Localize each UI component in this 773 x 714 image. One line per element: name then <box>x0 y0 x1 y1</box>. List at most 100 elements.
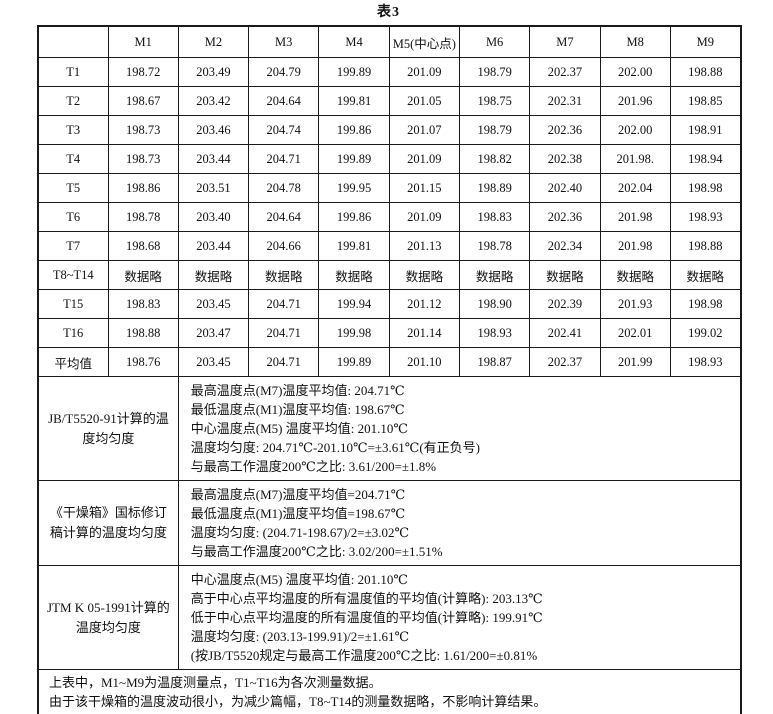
table-cell: 198.78 <box>107 202 179 232</box>
table-cell: 204.78 <box>248 173 320 203</box>
section-line: 低于中心点平均温度的所有温度值的平均值(计算略): 199.91℃ <box>190 610 543 625</box>
table-cell: 198.90 <box>458 289 531 319</box>
column-header: M6 <box>458 25 531 58</box>
table-cell: 202.41 <box>529 318 601 348</box>
table-cell: 202.37 <box>529 57 601 87</box>
table-cell: 203.42 <box>177 86 250 116</box>
table-row: T15 198.83 203.45 204.71 199.94 201.12 198.90 2… <box>37 289 742 319</box>
table-cell: 204.71 <box>248 318 320 348</box>
table-cell: 201.09 <box>388 57 460 87</box>
table-cell: 数据略 <box>669 260 742 290</box>
table-cell: 201.93 <box>599 289 671 319</box>
table-cell: 204.74 <box>248 115 320 145</box>
table-cell: 199.81 <box>318 86 390 116</box>
table-header: M1 M2 M3 M4 M5(中心点) M6 M7 M8 M9 <box>37 25 742 58</box>
footer-note: 上表中，M1~M9为温度测量点，T1~T16为各次测量数据。 由于该干燥箱的温度波… <box>37 669 742 714</box>
section-line: 中心温度点(M5) 温度平均值: 201.10℃ <box>190 421 408 436</box>
column-header: M8 <box>599 25 671 58</box>
table-cell: 198.98 <box>669 173 742 203</box>
table-cell: 202.00 <box>599 115 671 145</box>
section-line: (按JB/T5520规定与最高工作温度200℃之比: 1.61/200=±0.8… <box>190 648 538 663</box>
table-cell: 201.98 <box>599 202 671 232</box>
table-cell: 202.00 <box>599 57 671 87</box>
footer-line: 上表中，M1~M9为温度测量点，T1~T16为各次测量数据。 <box>49 675 382 690</box>
section-row: 《干燥箱》国标修订稿计算的温度均匀度 最高温度点(M7)温度平均值=204.71℃… <box>37 480 742 566</box>
table-cell: 198.83 <box>458 202 531 232</box>
column-header: M3 <box>248 25 320 58</box>
page-title: 表3 <box>377 5 400 20</box>
row-label: T15 <box>37 289 109 319</box>
table-cell: 198.88 <box>669 57 742 87</box>
row-label: T1 <box>37 57 109 87</box>
column-header: M2 <box>177 25 250 58</box>
table-cell: 204.64 <box>248 86 320 116</box>
row-label: T4 <box>37 144 109 174</box>
table-cell: 201.10 <box>388 347 460 377</box>
table-cell: 201.14 <box>388 318 460 348</box>
table-cell: 数据略 <box>318 260 390 290</box>
column-header: M5(中心点) <box>388 25 460 58</box>
table-cell: 199.86 <box>318 115 390 145</box>
section-line: 中心温度点(M5) 温度平均值: 201.10℃ <box>190 572 408 587</box>
table-cell: 203.44 <box>177 144 250 174</box>
measurement-table: M1 M2 M3 M4 M5(中心点) M6 M7 M8 M9 T1 198.72 203.49 20… <box>37 25 742 714</box>
table-row: T7 198.68 203.44 204.66 199.81 201.13 198.78 20… <box>37 231 742 261</box>
row-label: T3 <box>37 115 109 145</box>
table-row: T8~T14 数据略 数据略 数据略 数据略 数据略 数据略 数据略 数据略 数据略 <box>37 260 742 290</box>
table-row: 平均值 198.76 203.45 204.71 199.89 201.10 198.87 2… <box>37 347 742 377</box>
table-cell: 198.88 <box>669 231 742 261</box>
section-body: 中心温度点(M5) 温度平均值: 201.10℃ 高于中心点平均温度的所有温度值的… <box>177 565 742 670</box>
table-cell: 203.40 <box>177 202 250 232</box>
table-cell: 203.51 <box>177 173 250 203</box>
corner-cell <box>37 25 109 58</box>
table-cell: 199.98 <box>318 318 390 348</box>
section-line: 与最高工作温度200℃之比: 3.02/200=±1.51% <box>190 544 443 559</box>
section-line: 最高温度点(M7)温度平均值=204.71℃ <box>190 487 406 502</box>
column-header: M1 <box>107 25 179 58</box>
table-cell: 199.89 <box>318 144 390 174</box>
table-cell: 201.13 <box>388 231 460 261</box>
section-line: 最低温度点(M1)温度平均值: 198.67℃ <box>190 402 405 417</box>
table-cell: 202.31 <box>529 86 601 116</box>
table-cell: 202.36 <box>529 202 601 232</box>
table-cell: 198.73 <box>107 144 179 174</box>
table-cell: 203.45 <box>177 347 250 377</box>
section-line: 温度均匀度: 204.71℃-201.10℃=±3.61℃(有正负号) <box>190 440 480 455</box>
table-cell: 198.83 <box>107 289 179 319</box>
row-label: T5 <box>37 173 109 203</box>
row-label: T2 <box>37 86 109 116</box>
table-cell: 数据略 <box>177 260 250 290</box>
table-cell: 198.85 <box>669 86 742 116</box>
table-row: T3 198.73 203.46 204.74 199.86 201.07 198.79 20… <box>37 115 742 145</box>
section-line: 温度均匀度: (203.13-199.91)/2=±1.61℃ <box>190 629 410 644</box>
row-label: T6 <box>37 202 109 232</box>
table-cell: 204.79 <box>248 57 320 87</box>
table-row: T16 198.88 203.47 204.71 199.98 201.14 198.93 2… <box>37 318 742 348</box>
table-cell: 202.37 <box>529 347 601 377</box>
table-cell: 198.82 <box>458 144 531 174</box>
section-line: 温度均匀度: (204.71-198.67)/2=±3.02℃ <box>190 525 410 540</box>
table-cell: 198.67 <box>107 86 179 116</box>
table-row: T6 198.78 203.40 204.64 199.86 201.09 198.83 20… <box>37 202 742 232</box>
table-cell: 203.49 <box>177 57 250 87</box>
table-cell: 199.02 <box>669 318 742 348</box>
table-cell: 204.66 <box>248 231 320 261</box>
table-cell: 198.87 <box>458 347 531 377</box>
table-row: T5 198.86 203.51 204.78 199.95 201.15 198.89 20… <box>37 173 742 203</box>
table-cell: 198.98 <box>669 289 742 319</box>
table-cell: 198.68 <box>107 231 179 261</box>
table-row: T2 198.67 203.42 204.64 199.81 201.05 198.75 20… <box>37 86 742 116</box>
column-header: M7 <box>529 25 601 58</box>
section-line: 高于中心点平均温度的所有温度值的平均值(计算略): 203.13℃ <box>190 591 543 606</box>
table-cell: 198.93 <box>669 347 742 377</box>
table-cell: 198.79 <box>458 115 531 145</box>
table-cell: 202.04 <box>599 173 671 203</box>
table-cell: 204.71 <box>248 289 320 319</box>
table-cell: 199.86 <box>318 202 390 232</box>
table-cell: 199.95 <box>318 173 390 203</box>
table-cell: 198.91 <box>669 115 742 145</box>
table-cell: 198.93 <box>669 202 742 232</box>
table-cell: 199.94 <box>318 289 390 319</box>
table-cell: 201.99 <box>599 347 671 377</box>
table-cell: 204.71 <box>248 347 320 377</box>
